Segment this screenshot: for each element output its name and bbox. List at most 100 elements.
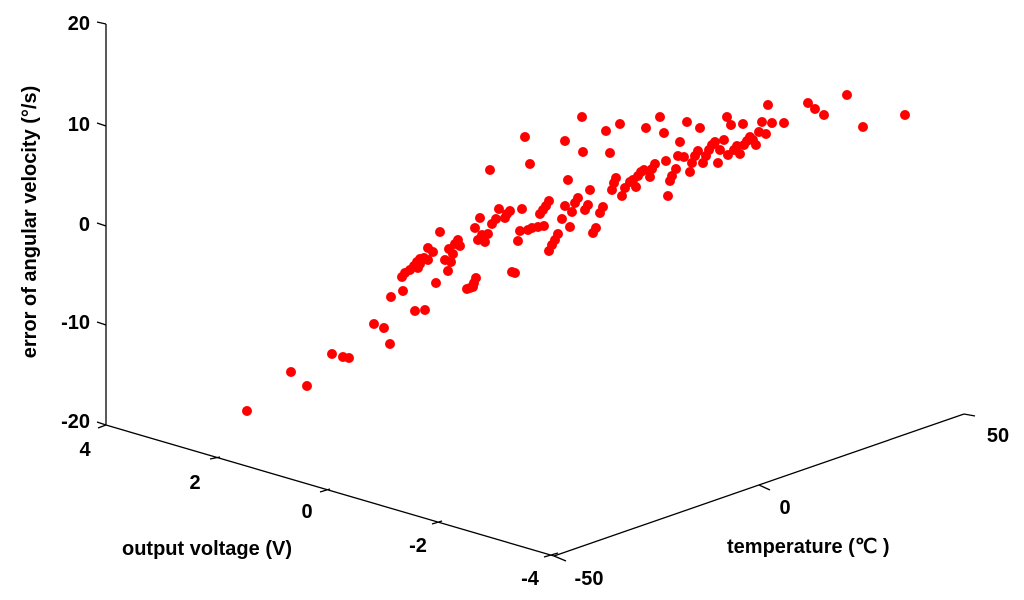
data-point [494, 204, 504, 214]
x-axis-title: output voltage (V) [122, 538, 292, 560]
data-point [567, 207, 577, 217]
data-point [448, 249, 458, 259]
data-point [565, 222, 575, 232]
data-point [617, 191, 627, 201]
data-point [767, 118, 777, 128]
x-tick [209, 456, 221, 460]
data-point [671, 164, 681, 174]
data-point [682, 117, 692, 127]
data-point [573, 193, 583, 203]
data-point [491, 214, 501, 224]
x-tick-labels: 4 2 0 -2 -4 [79, 439, 539, 590]
data-point [645, 172, 655, 182]
data-point [598, 202, 608, 212]
data-point [722, 112, 732, 122]
data-point [379, 323, 389, 333]
data-point [517, 204, 527, 214]
data-point [819, 110, 829, 120]
x-tick-label: -4 [521, 568, 540, 590]
y-tick [553, 555, 567, 562]
data-point [515, 226, 525, 236]
data-point [578, 147, 588, 157]
data-point [539, 221, 549, 231]
data-point [431, 278, 441, 288]
data-point [735, 149, 745, 159]
data-point [477, 230, 487, 240]
data-point [513, 236, 523, 246]
data-point [286, 367, 296, 377]
y-tick-labels: -50 0 50 [575, 425, 1010, 590]
data-point [761, 129, 771, 139]
data-point [443, 266, 453, 276]
data-point [655, 112, 665, 122]
data-point [475, 213, 485, 223]
data-point [713, 158, 723, 168]
data-point [803, 98, 813, 108]
data-points [242, 90, 910, 416]
data-point [693, 146, 703, 156]
data-point [520, 132, 530, 142]
z-tick [96, 222, 107, 227]
data-point [583, 200, 593, 210]
y-tick-label: 50 [987, 425, 1009, 447]
data-point [679, 152, 689, 162]
data-point [641, 123, 651, 133]
data-point [591, 223, 601, 233]
data-point [726, 120, 736, 130]
z-tick [96, 21, 107, 25]
data-point [446, 257, 456, 267]
data-point [485, 165, 495, 175]
z-tick-label: -20 [61, 411, 90, 433]
data-point [661, 156, 671, 166]
y-tick [963, 413, 976, 417]
data-point [695, 123, 705, 133]
y-tick [758, 484, 771, 491]
data-point [525, 159, 535, 169]
axes [96, 21, 976, 562]
y-tick-label: 0 [779, 497, 790, 519]
data-point [386, 292, 396, 302]
data-point [858, 122, 868, 132]
data-point [242, 406, 252, 416]
data-point [751, 140, 761, 150]
data-point [369, 319, 379, 329]
data-point [428, 247, 438, 257]
z-tick-label: 20 [68, 13, 90, 35]
data-point [738, 119, 748, 129]
data-point [577, 112, 587, 122]
data-point [639, 165, 649, 175]
data-point [757, 117, 767, 127]
z-tick [96, 421, 107, 426]
data-point [763, 100, 773, 110]
data-point [510, 268, 520, 278]
x-tick-label: 2 [189, 472, 200, 494]
data-point [563, 175, 573, 185]
data-point [842, 90, 852, 100]
x-tick-label: -2 [409, 535, 427, 557]
data-point [423, 255, 433, 265]
data-point [385, 339, 395, 349]
data-point [663, 191, 673, 201]
data-point [650, 159, 660, 169]
data-point [685, 167, 695, 177]
data-point [659, 128, 669, 138]
z-tick-label: 10 [68, 114, 90, 136]
data-point [560, 201, 570, 211]
data-point [557, 214, 567, 224]
data-point [544, 196, 554, 206]
data-point [420, 305, 430, 315]
y-axis-title: temperature (℃ ) [727, 536, 890, 558]
data-point [471, 273, 481, 283]
z-axis-title: error of angular velocity (°/s) [19, 86, 41, 359]
data-point [553, 229, 563, 239]
data-point [605, 148, 615, 158]
z-tick-labels: 20 10 0 -10 -20 [61, 13, 90, 433]
data-point [611, 173, 621, 183]
data-point [413, 263, 423, 273]
z-tick [96, 321, 107, 326]
data-point [302, 381, 312, 391]
data-point [344, 353, 354, 363]
data-point [615, 119, 625, 129]
data-point [327, 349, 337, 359]
